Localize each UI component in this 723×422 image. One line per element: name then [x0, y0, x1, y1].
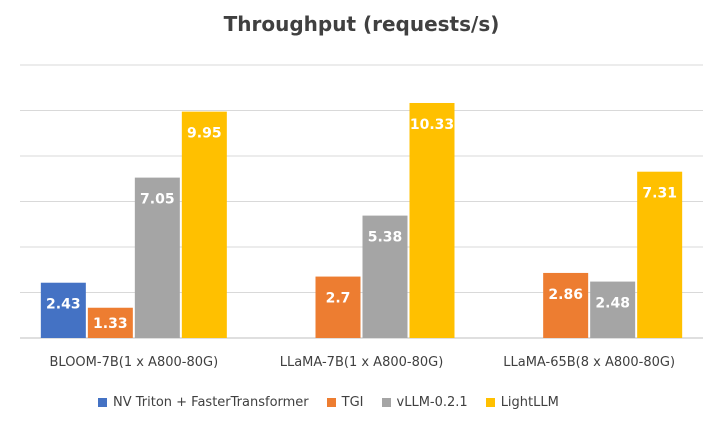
legend-label: NV Triton + FasterTransformer [113, 394, 309, 410]
legend-label: vLLM-0.2.1 [396, 394, 468, 410]
legend-item: TGI [326, 394, 364, 410]
chart-legend: NV Triton + FasterTransformer TGI vLLM-0.2… [98, 389, 559, 415]
legend-label: TGI [341, 394, 364, 410]
bar-value-label: 2.43 [46, 297, 81, 313]
category-label: BLOOM-7B(1 x A800-80G) [50, 355, 219, 370]
bar [315, 276, 361, 338]
bar-value-label: 2.86 [548, 287, 583, 303]
bar-value-label: 5.38 [368, 230, 403, 246]
bar [134, 177, 180, 338]
bar [637, 171, 683, 338]
bar-value-label: 7.31 [642, 186, 677, 202]
bar-value-label: 10.33 [410, 117, 454, 133]
bar-value-label: 2.48 [595, 296, 630, 312]
legend-swatch [98, 397, 107, 407]
bar [409, 102, 455, 339]
category-label: LLaMA-7B(1 x A800-80G) [280, 355, 444, 370]
bar [87, 307, 133, 338]
legend-swatch [381, 397, 391, 407]
bar-value-label: 7.05 [140, 192, 175, 208]
category-label: LLaMA-65B(8 x A800-80G) [503, 355, 675, 370]
legend-swatch [326, 397, 336, 407]
legend-item: vLLM-0.2.1 [381, 394, 468, 410]
bar [362, 215, 408, 338]
bar [543, 272, 589, 338]
bar [590, 281, 636, 338]
bar [181, 111, 227, 338]
chart-title: Throughput (requests/s) [223, 12, 500, 36]
legend-item: LightLLM [485, 394, 559, 410]
legend-item: NV Triton + FasterTransformer [98, 395, 309, 410]
legend-label: LightLLM [500, 394, 559, 410]
bar-value-label: 2.7 [326, 291, 351, 307]
bar [40, 282, 86, 338]
bar-value-label: 1.33 [93, 316, 128, 332]
bar-value-label: 9.95 [187, 126, 222, 142]
legend-swatch [485, 397, 495, 407]
